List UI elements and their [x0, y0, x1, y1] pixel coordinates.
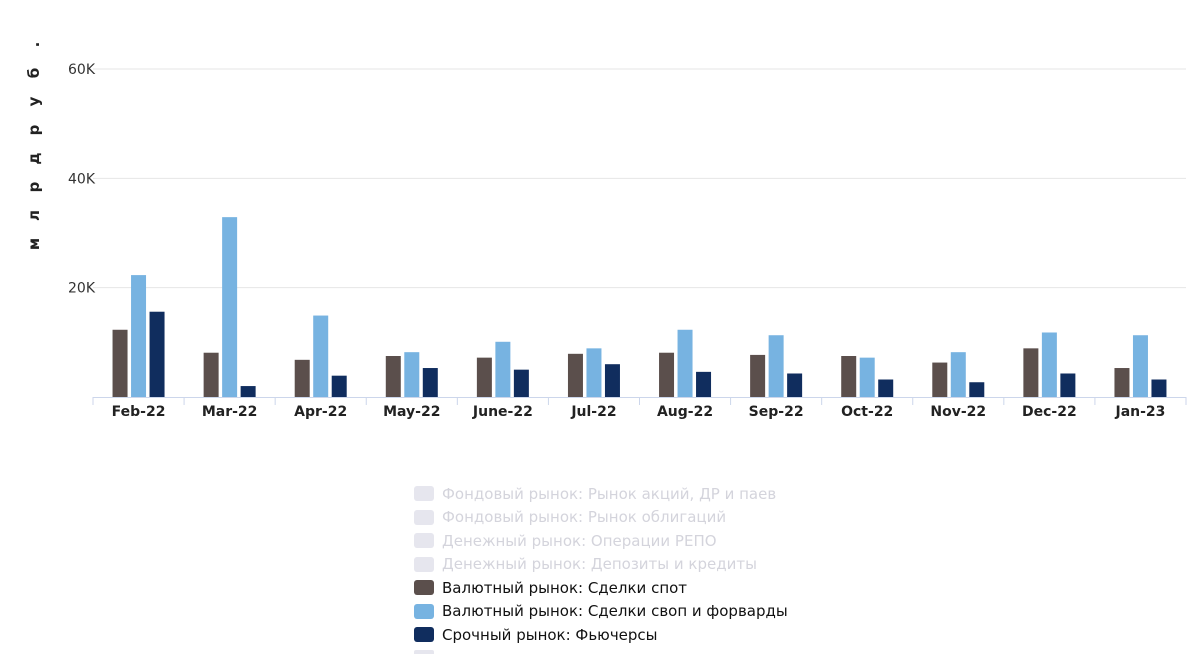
y-axis-label-char: б — [25, 68, 43, 78]
y-tick-label: 60K — [68, 62, 96, 78]
bar[interactable] — [1023, 348, 1039, 397]
x-tick-label: Jan-23 — [1114, 404, 1165, 420]
x-axis: Feb-22 Mar-22 Apr-22 May-22 June-22 Jul-22 Aug… — [92, 397, 1187, 420]
bar[interactable] — [768, 335, 784, 397]
x-tick-label: Nov-22 — [930, 404, 986, 420]
bar[interactable] — [677, 329, 693, 397]
y-axis-label-char: у — [25, 96, 43, 106]
bar[interactable] — [422, 368, 438, 397]
legend-item[interactable]: Валютный рынок: Сделки своп и форварды — [414, 600, 1014, 624]
y-axis-label-char: . — [25, 42, 43, 48]
y-axis-label-char: р — [25, 124, 43, 135]
y-axis: 20K 40K 60K м л р д р у б. — [25, 42, 96, 297]
bar[interactable] — [222, 217, 238, 397]
bar[interactable] — [859, 357, 875, 397]
bar[interactable] — [331, 375, 347, 397]
bars — [112, 217, 1167, 397]
legend-label: Фондовый рынок: Рынок облигаций — [442, 508, 727, 527]
legend-label: Валютный рынок: Сделки спот — [442, 578, 688, 597]
legend: Фондовый рынок: Рынок акций, ДР и паев Фо… — [414, 482, 1014, 647]
legend-item[interactable]: Фондовый рынок: Рынок акций, ДР и паев — [414, 482, 1014, 506]
gridlines — [93, 68, 1186, 289]
y-axis-label-char: л — [25, 210, 43, 221]
bar[interactable] — [1060, 373, 1076, 397]
x-tick-label: June-22 — [472, 404, 533, 420]
y-tick-label: 20K — [68, 281, 96, 297]
bar[interactable] — [950, 352, 966, 397]
legend-label: Денежный рынок: Депозиты и кредиты — [442, 555, 757, 574]
bar[interactable] — [841, 356, 857, 397]
bar[interactable] — [294, 359, 310, 397]
bar[interactable] — [313, 315, 329, 397]
bar[interactable] — [385, 356, 401, 397]
x-tick-label: Apr-22 — [294, 404, 347, 420]
bar[interactable] — [750, 354, 766, 397]
legend-item[interactable]: Фондовый рынок: Рынок облигаций — [414, 506, 1014, 530]
bar[interactable] — [586, 348, 602, 397]
legend-swatch — [414, 627, 434, 643]
x-tick-label: May-22 — [383, 404, 440, 420]
legend-swatch — [414, 556, 434, 572]
bar[interactable] — [696, 371, 712, 397]
bar-chart: 20K 40K 60K м л р д р у б. Feb-22 Mar-22 Apr-22 May-… — [25, 42, 1187, 420]
legend-swatch — [414, 533, 434, 549]
bar[interactable] — [495, 341, 511, 397]
y-axis-label-char: д — [25, 152, 43, 164]
bar[interactable] — [1132, 335, 1148, 397]
bar[interactable] — [1114, 368, 1130, 397]
bar[interactable] — [604, 364, 620, 397]
bar[interactable] — [567, 353, 583, 397]
x-tick-label: Jul-22 — [570, 404, 616, 420]
bar[interactable] — [878, 379, 894, 397]
bar[interactable] — [932, 362, 948, 397]
legend-swatch — [414, 509, 434, 525]
legend-swatch — [414, 603, 434, 619]
x-tick-label: Sep-22 — [749, 404, 804, 420]
legend-label: Фондовый рынок: Рынок акций, ДР и паев — [442, 484, 777, 503]
bar[interactable] — [149, 311, 165, 397]
legend-item[interactable]: Срочный рынок: Фьючерсы — [414, 623, 1014, 647]
bar[interactable] — [659, 352, 675, 397]
x-tick-label: Feb-22 — [112, 404, 166, 420]
x-tick-label: Dec-22 — [1022, 404, 1077, 420]
y-axis-label-char: м — [25, 238, 43, 250]
bar[interactable] — [1151, 379, 1167, 397]
y-tick-label: 40K — [68, 171, 96, 187]
legend-item[interactable]: Денежный рынок: Депозиты и кредиты — [414, 553, 1014, 577]
legend-label: Срочный рынок: Фьючерсы — [442, 625, 658, 644]
bar[interactable] — [112, 329, 128, 397]
legend-label: Валютный рынок: Сделки своп и форварды — [442, 602, 788, 621]
bar[interactable] — [203, 352, 219, 397]
y-axis-label: м л р д р у б. — [25, 42, 43, 250]
legend-swatch — [414, 486, 434, 502]
legend-item[interactable]: Валютный рынок: Сделки спот — [414, 576, 1014, 600]
legend-item[interactable]: Денежный рынок: Операции РЕПО — [414, 529, 1014, 553]
legend-label: Денежный рынок: Операции РЕПО — [442, 531, 717, 550]
x-tick-label: Oct-22 — [841, 404, 893, 420]
bar[interactable] — [476, 357, 492, 397]
bar[interactable] — [1041, 332, 1057, 397]
y-axis-label-char: р — [25, 181, 43, 192]
legend-item-partial — [414, 650, 434, 654]
bar[interactable] — [240, 386, 256, 397]
x-tick-label: Mar-22 — [202, 404, 258, 420]
bar[interactable] — [404, 352, 420, 397]
bar[interactable] — [131, 275, 147, 397]
x-tick-label: Aug-22 — [657, 404, 713, 420]
bar[interactable] — [787, 373, 803, 397]
bar[interactable] — [513, 369, 529, 397]
bar[interactable] — [969, 382, 985, 397]
legend-swatch — [414, 580, 434, 596]
